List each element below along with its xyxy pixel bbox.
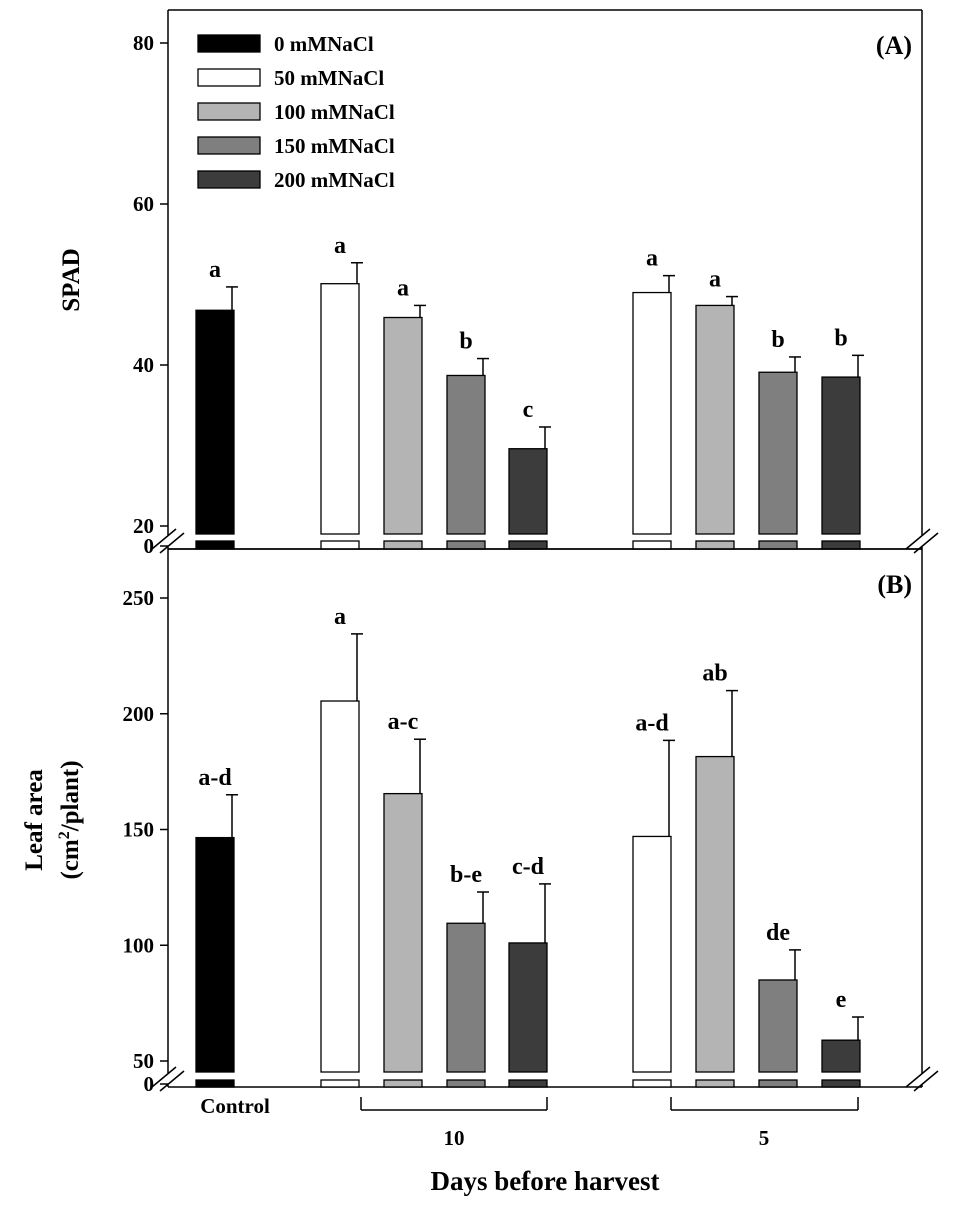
bar-stub [632, 1079, 672, 1088]
y-axis-unit-superscript: 2 [56, 831, 73, 839]
y-tick-label: 50 [133, 1049, 154, 1073]
axis-break-gap [910, 535, 934, 547]
legend-label: 150 mMNaCl [274, 134, 395, 158]
significance-letter: b [459, 329, 472, 355]
x-axis-title: Days before harvest [431, 1166, 660, 1196]
bar-stub [821, 1079, 861, 1088]
bar [821, 376, 861, 535]
bar-stub [383, 1079, 423, 1088]
bar [632, 835, 672, 1073]
significance-letter: a [334, 604, 346, 630]
axis-break-gap [156, 535, 180, 547]
bar [320, 283, 360, 535]
bar-stub [508, 540, 548, 550]
significance-letter: de [766, 920, 790, 946]
bar-stub [320, 540, 360, 550]
bar-stub [695, 1079, 735, 1088]
bar-stub [195, 540, 235, 550]
bar [695, 304, 735, 535]
legend-label: 200 mMNaCl [274, 168, 395, 192]
significance-letter: b [771, 327, 784, 353]
y-tick-label: 40 [133, 353, 154, 377]
bar [320, 700, 360, 1073]
axis-break-mark [159, 1070, 185, 1092]
axis-break-mark [905, 528, 931, 550]
significance-letter: c-d [512, 854, 545, 880]
axis-break-mark [151, 528, 177, 550]
bar [758, 979, 798, 1073]
significance-letter: a-d [198, 765, 232, 791]
significance-letter: b-e [450, 862, 482, 888]
axis-break-mark [151, 1066, 177, 1088]
bar [508, 448, 548, 535]
axis-break-mark [905, 1066, 931, 1088]
legend-swatch [197, 136, 261, 155]
panel-label: (B) [877, 570, 912, 599]
significance-letter: a [334, 233, 346, 259]
y-axis-unit-prefix: (cm [57, 839, 84, 879]
bar-stub [758, 1079, 798, 1088]
significance-letter: ab [702, 661, 727, 687]
significance-letter: a-d [635, 710, 669, 736]
legend-label: 0 mMNaCl [274, 32, 374, 56]
y-axis-unit-suffix: /plant) [57, 760, 84, 832]
legend-label: 50 mMNaCl [274, 66, 384, 90]
significance-letter: e [836, 987, 847, 1013]
significance-letter: c [523, 397, 534, 423]
bar-stub [320, 1079, 360, 1088]
y-tick-label: 200 [123, 702, 155, 726]
x-group-label: 5 [759, 1126, 770, 1150]
significance-letter: a [709, 267, 721, 293]
axis-break-mark [159, 532, 185, 554]
bar-stub [195, 1079, 235, 1088]
panel-label: (A) [876, 31, 912, 60]
legend-swatch [197, 102, 261, 121]
y-tick-label: 0 [144, 534, 155, 558]
x-group-label: Control [200, 1094, 270, 1118]
significance-letter: a [646, 246, 658, 272]
y-axis-unit: (cm2/plant) [56, 760, 84, 879]
bar [383, 792, 423, 1073]
bar [632, 291, 672, 535]
legend-swatch [197, 34, 261, 53]
bar-stub [695, 540, 735, 550]
significance-letter: a [397, 275, 409, 301]
bar [821, 1039, 861, 1073]
legend-swatch [197, 68, 261, 87]
y-tick-label: 100 [123, 933, 155, 957]
bar [383, 316, 423, 535]
bar [446, 922, 486, 1073]
bar-stub [758, 540, 798, 550]
y-tick-label: 150 [123, 818, 155, 842]
bar [508, 942, 548, 1073]
bar-stub [632, 540, 672, 550]
significance-letter: b [834, 325, 847, 351]
bar-stub [821, 540, 861, 550]
legend-swatch [197, 170, 261, 189]
bar [695, 755, 735, 1073]
axis-break-mark [913, 1070, 939, 1092]
x-group-label: 10 [444, 1126, 465, 1150]
bar-stub [383, 540, 423, 550]
y-tick-label: 20 [133, 514, 154, 538]
bar [758, 371, 798, 535]
bar [195, 309, 235, 535]
bar-stub [446, 540, 486, 550]
y-tick-label: 250 [123, 586, 155, 610]
axis-break-gap [910, 1073, 934, 1085]
y-axis-title: Leaf area [21, 769, 48, 871]
significance-letter: a [209, 257, 221, 283]
y-tick-label: 60 [133, 192, 154, 216]
axis-break-gap [156, 1073, 180, 1085]
bar [446, 374, 486, 535]
y-axis-title: SPAD [58, 248, 85, 311]
y-tick-label: 80 [133, 31, 154, 55]
bar-stub [446, 1079, 486, 1088]
bar [195, 836, 235, 1073]
bar-stub [508, 1079, 548, 1088]
significance-letter: a-c [388, 709, 419, 735]
y-tick-label: 0 [144, 1072, 155, 1096]
legend-label: 100 mMNaCl [274, 100, 395, 124]
